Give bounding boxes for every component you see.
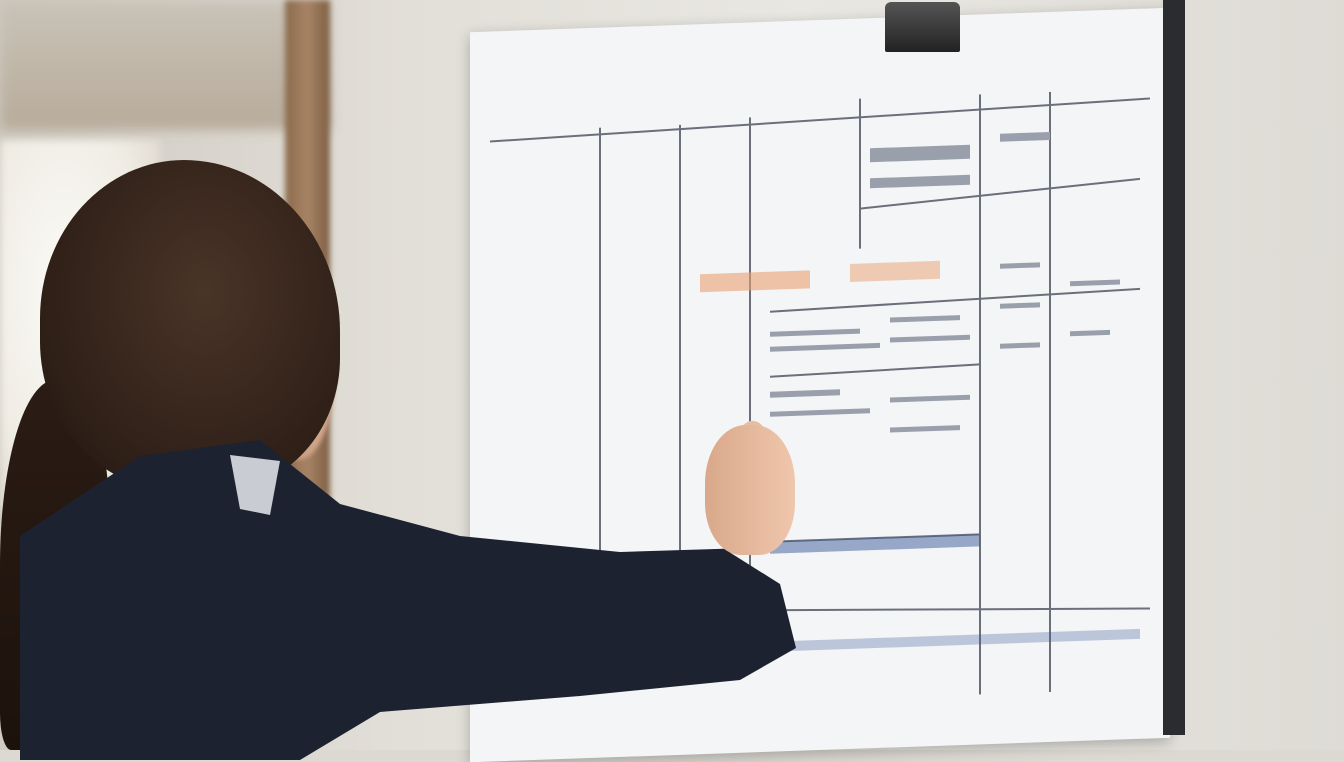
orange-highlight [700, 270, 810, 293]
ceiling-blur [0, 0, 330, 130]
text-lines [770, 131, 1120, 433]
blue-band [770, 534, 980, 554]
hand [705, 425, 795, 555]
board-frame [1163, 0, 1185, 735]
board-grid [489, 91, 1151, 695]
chart-board [470, 7, 1170, 762]
hair [40, 160, 340, 490]
orange-highlight [850, 260, 940, 282]
blue-band [760, 628, 1140, 653]
board-clip [885, 2, 960, 52]
